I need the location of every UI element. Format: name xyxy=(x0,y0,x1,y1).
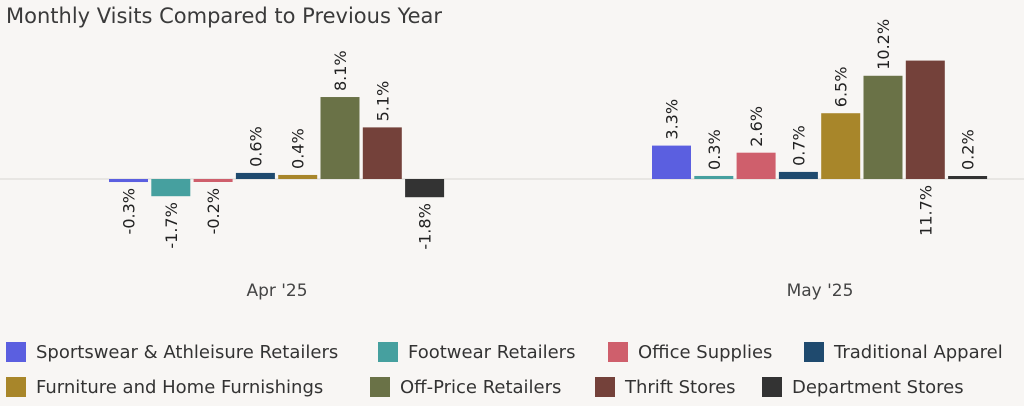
bar-6-0 xyxy=(362,127,402,179)
bar-5-1 xyxy=(863,75,903,179)
bar-5-0 xyxy=(320,97,360,179)
legend-item-0[interactable]: Sportswear & Athleisure Retailers xyxy=(6,337,338,367)
data-label-4-1: 6.5% xyxy=(832,67,851,108)
legend-swatch xyxy=(804,342,824,362)
legend-label: Thrift Stores xyxy=(625,376,736,398)
legend-item-5[interactable]: Off-Price Retailers xyxy=(370,372,561,402)
chart-title: Monthly Visits Compared to Previous Year xyxy=(6,4,442,28)
legend-label: Office Supplies xyxy=(638,341,773,363)
data-label-0-1: 3.3% xyxy=(663,99,682,140)
legend-label: Off-Price Retailers xyxy=(400,376,562,398)
data-label-1-1: 0.3% xyxy=(705,129,724,170)
legend-item-6[interactable]: Thrift Stores xyxy=(595,372,736,402)
data-label-7-1: 0.2% xyxy=(959,129,978,170)
bar-1-0 xyxy=(151,179,191,197)
data-label-5-1: 10.2% xyxy=(874,19,893,70)
legend-label: Sportswear & Athleisure Retailers xyxy=(36,341,339,363)
category-label-apr: Apr '25 xyxy=(246,281,307,301)
data-label-0-0: -0.3% xyxy=(120,188,139,234)
legend-label: Furniture and Home Furnishings xyxy=(36,376,324,398)
data-label-2-0: -0.2% xyxy=(204,188,223,234)
legend-swatch xyxy=(762,377,782,397)
data-label-3-1: 0.7% xyxy=(789,125,808,166)
bar-4-1 xyxy=(821,113,861,179)
data-label-1-0: -1.7% xyxy=(162,202,181,248)
bar-3-1 xyxy=(778,171,818,179)
legend-swatch xyxy=(378,342,398,362)
legend-item-3[interactable]: Traditional Apparel xyxy=(804,337,1003,367)
data-label-2-1: 2.6% xyxy=(747,106,766,147)
bar-1-1 xyxy=(694,175,734,179)
category-label-may: May '25 xyxy=(787,281,854,301)
bar-2-1 xyxy=(736,152,776,179)
bar-0-0 xyxy=(109,179,148,183)
data-label-7-0: -1.8% xyxy=(416,203,435,249)
legend-item-1[interactable]: Footwear Retailers xyxy=(378,337,575,367)
legend-label: Footwear Retailers xyxy=(408,341,576,363)
bar-7-1 xyxy=(948,176,988,179)
legend-item-4[interactable]: Furniture and Home Furnishings xyxy=(6,372,323,402)
legend-item-7[interactable]: Department Stores xyxy=(762,372,964,402)
legend-item-2[interactable]: Office Supplies xyxy=(608,337,772,367)
bars-group: -0.3% 3.3% -1.7% 0.3% -0.2% 2.6% 0.6% 0.7% 0.4% 6… xyxy=(109,19,988,250)
legend-swatch xyxy=(6,342,26,362)
data-label-6-1: 11.7% xyxy=(916,185,935,236)
bar-2-0 xyxy=(193,179,233,182)
legend-swatch xyxy=(370,377,390,397)
data-label-6-0: 5.1% xyxy=(373,81,392,122)
data-label-4-0: 0.4% xyxy=(289,128,308,169)
legend-label: Department Stores xyxy=(792,376,964,398)
bar-6-1 xyxy=(905,60,945,179)
bar-4-0 xyxy=(278,174,318,179)
data-label-3-0: 0.6% xyxy=(246,126,265,167)
legend-swatch xyxy=(608,342,628,362)
data-label-5-0: 8.1% xyxy=(331,50,350,91)
legend-swatch xyxy=(595,377,615,397)
bar-3-0 xyxy=(235,172,275,179)
legend-label: Traditional Apparel xyxy=(834,341,1003,363)
legend-swatch xyxy=(6,377,26,397)
bar-7-0 xyxy=(405,179,445,198)
bar-0-1 xyxy=(652,145,691,179)
legend: Sportswear & Athleisure Retailers Footwea… xyxy=(0,330,1024,406)
chart-canvas: Monthly Visits Compared to Previous Year… xyxy=(0,4,1024,301)
